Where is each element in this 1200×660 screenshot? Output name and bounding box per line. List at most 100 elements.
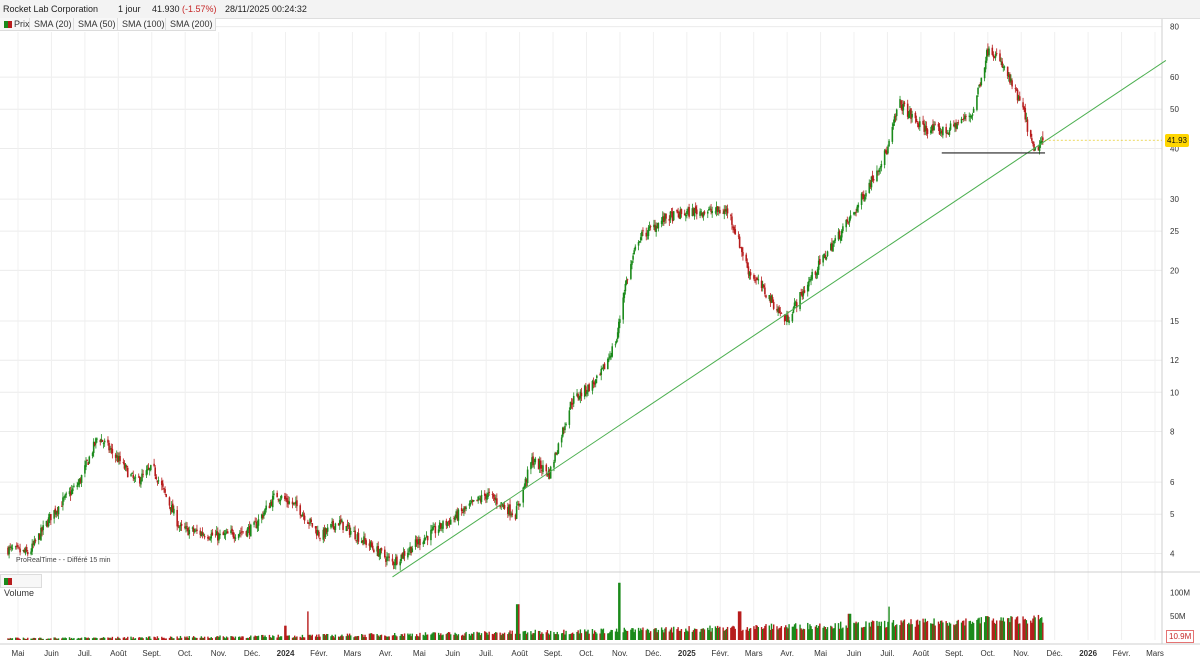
candle-body — [514, 514, 517, 520]
candle-body — [776, 308, 778, 311]
volume-bar — [222, 636, 225, 640]
volume-bar — [350, 635, 352, 640]
candle-body — [924, 125, 927, 132]
volume-bar — [1008, 618, 1010, 640]
x-tick-label: Sept. — [544, 649, 563, 658]
volume-bar — [653, 629, 655, 640]
volume-bar — [86, 638, 88, 640]
candle-body — [588, 384, 590, 392]
volume-bar — [450, 634, 452, 640]
volume-bar — [1033, 615, 1035, 640]
candle-body — [760, 280, 763, 289]
candle-body — [299, 505, 302, 515]
candle-body — [353, 531, 355, 532]
volume-bar — [334, 634, 337, 640]
volume-bar — [464, 633, 466, 640]
volume-bar — [840, 621, 842, 640]
candle-body — [316, 530, 319, 536]
volume-bar — [537, 630, 540, 640]
candle-body — [88, 456, 91, 464]
volume-bar — [79, 638, 82, 640]
candle-body — [509, 504, 511, 516]
candle-body — [307, 521, 309, 524]
candle-body — [39, 533, 41, 540]
volume-bar — [946, 623, 948, 640]
candle-body — [196, 529, 198, 531]
candle-body — [856, 206, 858, 212]
candle-body — [373, 549, 375, 553]
candle-body — [842, 226, 844, 232]
candle-body — [288, 501, 291, 504]
candle-body — [202, 534, 205, 536]
candle-body — [724, 209, 727, 212]
volume-bar — [591, 629, 594, 640]
candle-body — [223, 533, 226, 536]
volume-bar — [80, 637, 83, 640]
candle-body — [542, 465, 544, 472]
candle-body — [17, 545, 19, 547]
candle-body — [983, 67, 986, 79]
volume-bar — [346, 633, 349, 640]
candle-body — [176, 509, 178, 527]
candle-body — [103, 440, 106, 443]
volume-bar — [823, 626, 825, 640]
candle-body — [508, 505, 510, 515]
volume-bar — [233, 638, 236, 640]
volume-bar — [779, 627, 781, 640]
volume-bar — [333, 637, 335, 640]
candle-body — [794, 301, 797, 303]
candle-body — [733, 226, 735, 231]
candle-body — [624, 283, 627, 292]
volume-bar — [280, 636, 283, 640]
volume-bar — [441, 635, 443, 640]
tab-sma-200[interactable]: SMA (200) — [166, 18, 216, 31]
volume-bar — [772, 624, 775, 640]
candle-body — [416, 541, 419, 545]
candle-body — [62, 497, 64, 506]
candle-body — [1007, 75, 1010, 78]
tab-price[interactable]: Prix — [0, 18, 30, 31]
volume-bar — [619, 582, 621, 640]
candle-body — [140, 480, 142, 485]
candle-body — [256, 524, 259, 529]
candle-body — [23, 549, 26, 552]
volume-bar — [848, 613, 851, 640]
volume-bar — [377, 635, 379, 640]
candle-body — [95, 438, 97, 444]
volume-bar — [657, 629, 660, 640]
tab-sma-20[interactable]: SMA (20) — [30, 18, 74, 31]
candle-body — [131, 473, 133, 474]
volume-bar — [261, 634, 263, 640]
candle-body — [273, 493, 275, 496]
candle-body — [1034, 147, 1036, 151]
volume-bar — [957, 619, 959, 640]
candle-body — [157, 480, 160, 482]
volume-bars — [7, 582, 1044, 640]
volume-bar — [637, 627, 640, 640]
candle-body — [703, 211, 706, 214]
volume-bar — [153, 636, 155, 640]
tab-sma-50[interactable]: SMA (50) — [74, 18, 118, 31]
candle-body — [910, 108, 912, 120]
volume-bar — [169, 636, 172, 640]
volume-bar — [72, 638, 74, 640]
volume-bar — [109, 637, 111, 640]
tab-sma-100[interactable]: SMA (100) — [118, 18, 166, 31]
volume-bar — [978, 617, 980, 640]
candle-body — [293, 502, 296, 504]
volume-bar — [615, 628, 618, 640]
volume-bar — [563, 629, 565, 640]
volume-bar — [186, 636, 188, 640]
candle-body — [772, 301, 775, 309]
candle-body — [891, 126, 894, 142]
candle-body — [683, 213, 686, 216]
candle-body — [411, 548, 414, 553]
tab-volume[interactable]: Volume — [0, 574, 42, 598]
volume-bar — [893, 626, 896, 640]
volume-bar — [549, 630, 552, 640]
candle-body — [862, 194, 865, 200]
candle-body — [241, 531, 243, 533]
candle-body — [768, 295, 771, 300]
volume-bar — [870, 621, 873, 640]
